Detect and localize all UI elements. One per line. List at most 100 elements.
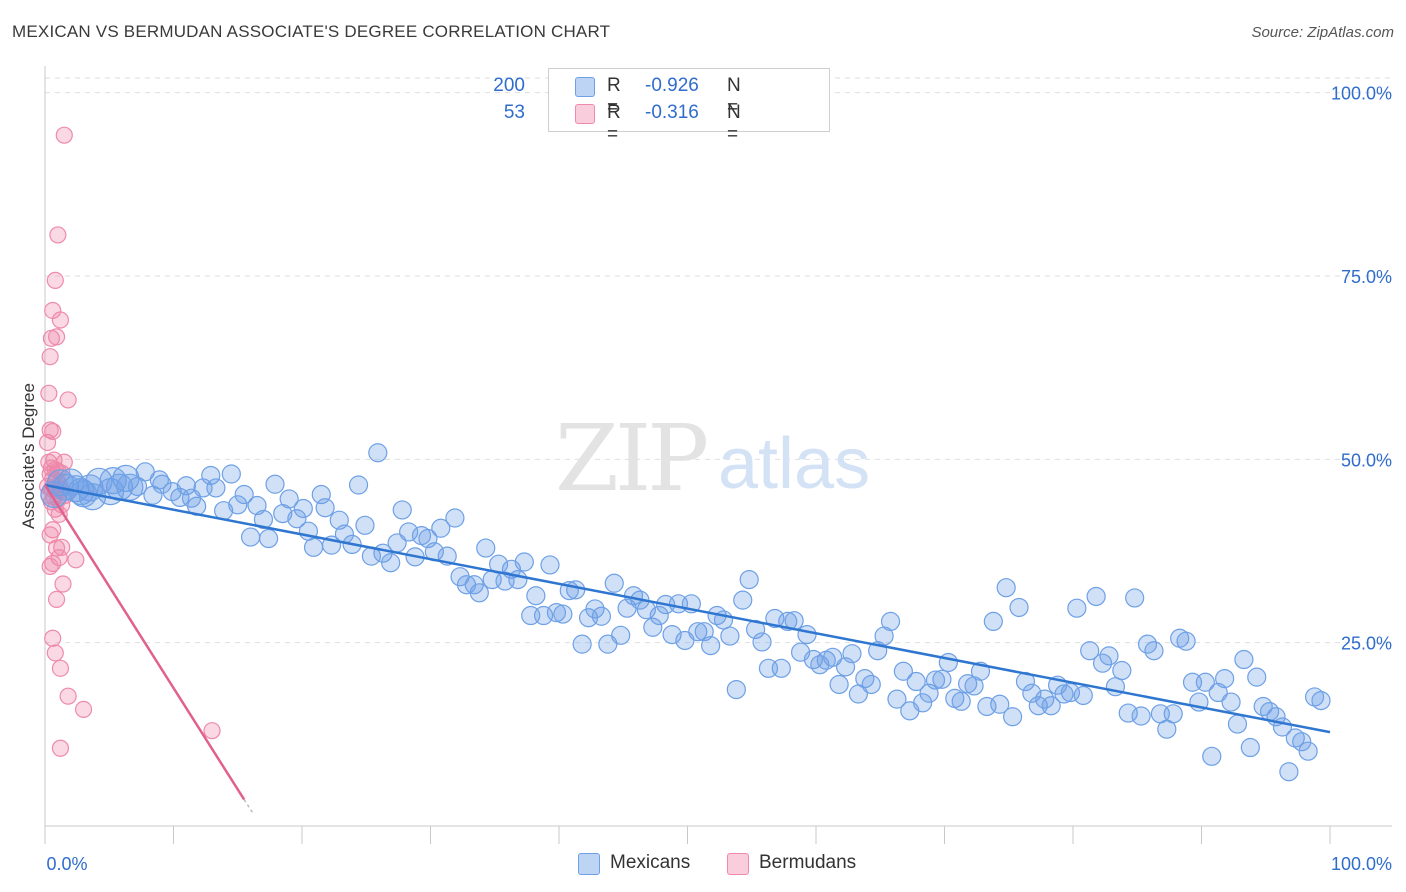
n-label: N = [727,102,741,145]
mexican-point [206,478,226,498]
mexican-point [688,622,708,642]
mexican-point [241,527,261,547]
legend-label: Bermudans [759,852,857,873]
mexican-point [771,658,791,678]
trend-lines [43,483,1331,814]
mexican-point [221,464,241,484]
mexican-point [1285,728,1305,748]
mexican-point [1054,684,1074,704]
mexican-point [540,555,560,575]
bermudan-point [54,575,72,593]
mexican-point [293,498,313,519]
n-label: N = [727,75,741,118]
mexican-point [287,509,307,529]
bermudans-trend-line [43,484,246,801]
mexican-point [1009,597,1029,618]
watermark-atlas: atlas [718,424,870,504]
bermudan-point [53,538,71,556]
bermudan-point [55,126,73,144]
mexican-point [1073,685,1093,706]
mexican-point [720,626,740,646]
bermudan-point [74,700,93,719]
mexican-point [247,495,267,516]
mexican-point [643,617,663,637]
mexican-point [1195,672,1215,692]
bermudan-point [44,422,62,441]
mexican-point [1125,588,1145,608]
mexican-point [431,518,451,538]
mexican-point [1215,668,1235,689]
bermudan-point [46,271,64,289]
stats-box: R = -0.926 N = 200 R = -0.316 N = 53 [493,68,830,145]
legend-label: Mexicans [610,852,691,873]
mexican-point [303,537,324,557]
r-label: R = [607,75,621,118]
chart-title: MEXICAN VS BERMUDAN ASSOCIATE'S DEGREE C… [12,22,611,41]
mexican-point [797,624,817,645]
mexican-point [1292,732,1312,752]
mexican-point [1176,631,1196,651]
mexican-point [585,599,605,619]
bermudan-point [47,328,66,346]
mexican-point [701,635,721,656]
mexican-point [823,647,843,667]
mexican-point [392,500,412,520]
mexican-point [1041,696,1061,716]
r-value: -0.316 [645,102,699,123]
mexican-point [739,569,759,590]
mexican-point [880,611,901,632]
mexican-point [1298,741,1318,761]
mexican-point [553,604,573,624]
mexican-point [99,467,127,495]
mexican-point [726,679,746,700]
mexican-point [829,674,849,695]
mexican-point [1221,692,1241,712]
mexican-point [1234,649,1254,670]
mexican-point [938,652,958,673]
mexican-point [162,482,182,502]
y-tick-label: 100.0% [1331,84,1392,104]
mexican-point [951,691,971,711]
mexican-point [1099,646,1119,666]
mexican-point [861,674,881,695]
mexican-point [1279,762,1299,782]
mexican-point [1112,660,1132,681]
mexican-point [265,474,285,494]
mexican-point [694,622,714,642]
mexican-point [906,671,926,692]
mexican-point [445,508,465,528]
mexican-point [1144,641,1164,661]
tick-labels: 25.0% 50.0% 75.0% 100.0% 0.0% 100.0% [46,84,1392,874]
bermudan-point [59,391,77,409]
mexican-point [566,580,586,600]
bermudan-point [67,551,85,569]
mexican-point [913,693,933,713]
mexican-point [887,689,907,709]
bermudan-point [46,644,64,662]
y-tick-label: 50.0% [1341,450,1392,470]
mexican-point [1202,746,1222,766]
zipatlas-watermark: ZIP atlas [555,405,870,512]
mexican-point [1067,598,1087,618]
grid-lines [45,77,1392,644]
bermudan-point [203,722,221,740]
mexican-point [116,473,144,501]
mexican-point [604,573,624,593]
x-tick-label: 0.0% [46,854,87,874]
mexican-point [1092,653,1113,673]
mexican-point [1253,696,1273,717]
mexican-point [1247,667,1267,687]
mexican-point [234,484,254,505]
bermudan-point [50,548,68,567]
mexican-point [176,476,196,496]
mexican-point [925,670,946,690]
bermudan-point [40,384,58,402]
mexican-point [348,475,369,495]
mexican-point [1080,641,1100,661]
bermudan-point [51,739,70,757]
n-value: 200 [493,75,525,96]
mexican-point [1086,586,1106,607]
stats-swatch-pink [575,104,595,124]
bermudan-point [41,348,59,366]
